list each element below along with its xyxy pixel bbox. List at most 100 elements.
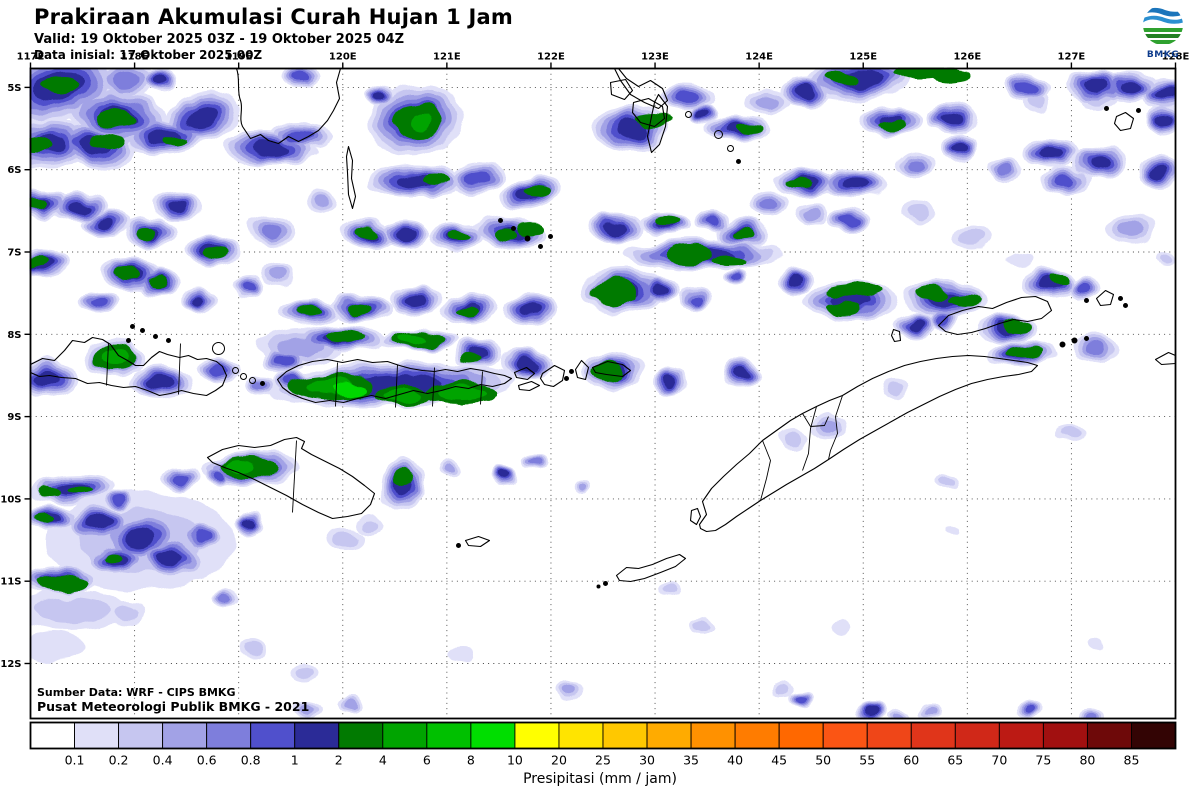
x-tick-label: 120E [329, 52, 357, 63]
colorbar-cell [74, 722, 120, 749]
initial-time-text: Data inisial: 17 Oktober 2025 00Z [34, 48, 263, 62]
colorbar-tick-label: 2 [335, 753, 343, 768]
colorbar-tick-label: 6 [423, 753, 431, 768]
y-tick-label: 6S [7, 165, 21, 176]
source-line-2: Pusat Meteorologi Publik BMKG - 2021 [37, 699, 310, 714]
colorbar-cell [558, 722, 604, 749]
coastline-southeast-corner-island [1154, 351, 1177, 366]
x-tick-label: 127E [1058, 52, 1086, 63]
y-tick-label: 9S [7, 412, 21, 423]
colorbar-tick-label: 25 [595, 753, 611, 768]
colorbar-tick-label: 1 [291, 753, 299, 768]
axes: 117E 118E 119E 120E 121E 122E 123E 124E 125E 126E… [0, 52, 1189, 671]
colorbar-tick-label: 0.6 [197, 753, 217, 768]
colorbar-cell [734, 722, 780, 749]
colorbar-tick-label: 4 [379, 753, 387, 768]
coastline-kabaena [609, 78, 634, 101]
page-title: Prakiraan Akumulasi Curah Hujan 1 Jam [34, 5, 513, 29]
coastline-selayar [345, 145, 357, 210]
coastline-adonara [513, 366, 536, 381]
coastline-sumbawa [29, 336, 228, 397]
sumbawa-border-1 [106, 342, 109, 386]
coastline-buton [646, 93, 669, 154]
coastline-northeast-island [1113, 111, 1135, 132]
colorbar-tick-label: 60 [903, 753, 919, 768]
coastline-solor [517, 380, 541, 392]
colorbar-cell [514, 722, 560, 749]
x-tick-label: 123E [641, 52, 669, 63]
valid-time-text: Valid: 19 Oktober 2025 03Z - 19 Oktober … [34, 32, 404, 47]
colorbar-cell [162, 722, 208, 749]
coastline-semau [689, 507, 702, 526]
colorbar-tick-label: 65 [947, 753, 963, 768]
timor-border-2 [828, 395, 843, 460]
colorbar-tick-label: 0.8 [241, 753, 261, 768]
colorbar-cell [602, 722, 648, 749]
coastline-sulawesi-southeast [613, 67, 669, 110]
colorbar-tick-label: 85 [1124, 753, 1140, 768]
colorbar-cell [118, 722, 164, 749]
colorbar-tick-label: 75 [1035, 753, 1051, 768]
colorbar-cell [338, 722, 384, 749]
colorbar-tick-label: 40 [727, 753, 743, 768]
x-tick-label: 122E [537, 52, 565, 63]
colorbar-tick-label: 55 [859, 753, 875, 768]
colorbar-tick-label: 45 [771, 753, 787, 768]
colorbar-cell [646, 722, 692, 749]
colorbar-tick-label: 30 [639, 753, 655, 768]
colorbar-tick-label: 50 [815, 753, 831, 768]
colorbar-cell [778, 722, 824, 749]
colorbar-tick-label: 0.1 [65, 753, 85, 768]
colorbar-cell [954, 722, 1000, 749]
precipitation-field [29, 67, 1177, 720]
colorbar-tick-label: 70 [991, 753, 1007, 768]
colorbar-tick-label: 80 [1079, 753, 1095, 768]
colorbar-cell [1086, 722, 1132, 749]
colorbar-cell [250, 722, 296, 749]
colorbar-cell [1042, 722, 1088, 749]
bmkg-logo-label: BMKG [1146, 50, 1180, 60]
colorbar: 0.1 0.2 0.4 0.6 0.8 1 2 4 6 8 10 20 25 30 35 40 45 50 55 60… [29, 721, 1177, 768]
coastline-wetar [937, 295, 1053, 336]
colorbar-tick-label: 8 [467, 753, 475, 768]
colorbar-tick-label: 0.4 [153, 753, 173, 768]
coastline-savu [464, 535, 491, 548]
coastline-alor [591, 360, 632, 378]
legend-caption: Presipitasi (mm / jam) [523, 771, 677, 787]
colorbar-cell [470, 722, 516, 749]
flores-border-2 [395, 364, 398, 408]
coastline-sulawesi-south [235, 67, 342, 145]
colorbar-cell [382, 722, 428, 749]
colorbar-tick-label: 20 [551, 753, 567, 768]
x-tick-label: 126E [953, 52, 981, 63]
colorbar-cell [1131, 722, 1176, 749]
colorbar-cell [998, 722, 1044, 749]
graticule-grid [30, 68, 1176, 719]
coastline-atauro [890, 328, 902, 343]
colorbar-cell [910, 722, 956, 749]
coastline-rote [615, 553, 687, 583]
timor-border-1 [802, 406, 817, 471]
coastline-pantar [574, 359, 590, 381]
sumbawa-border-2 [178, 343, 181, 395]
coastline-sumba [206, 436, 376, 520]
sumba-border [292, 440, 297, 513]
flores-border-1 [335, 362, 338, 407]
y-tick-label: 10S [0, 494, 21, 505]
bmkg-logo-icon [1143, 5, 1183, 45]
x-tick-label: 117E [17, 52, 45, 63]
colorbar-cell [30, 722, 75, 749]
y-tick-label: 12S [0, 659, 21, 670]
colorbar-cell [822, 722, 868, 749]
x-tick-label: 124E [745, 52, 773, 63]
bmkg-logo: BMKG [1138, 2, 1188, 60]
colorbar-tick-label: 10 [507, 753, 523, 768]
coastline-lembata [539, 364, 566, 388]
colorbar-cell [206, 722, 252, 749]
colorbar-cell [294, 722, 340, 749]
x-tick-label: 118E [121, 52, 149, 63]
x-tick-label: 121E [433, 52, 461, 63]
x-tick-label: 119E [225, 52, 253, 63]
